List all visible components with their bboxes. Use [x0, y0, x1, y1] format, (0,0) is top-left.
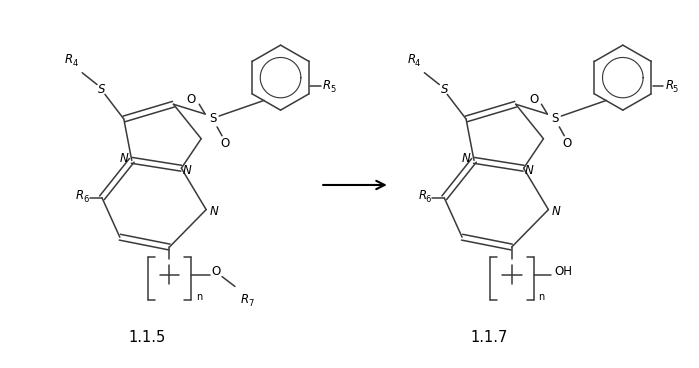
Text: S: S	[210, 113, 217, 125]
Text: N: N	[210, 205, 219, 218]
Text: O: O	[187, 93, 196, 106]
Text: R: R	[323, 79, 331, 92]
Text: R: R	[408, 53, 416, 66]
Text: O: O	[211, 265, 221, 278]
Text: S: S	[552, 113, 559, 125]
Text: N: N	[120, 152, 128, 165]
Text: O: O	[563, 137, 572, 150]
Text: 4: 4	[73, 59, 78, 68]
Text: 1.1.5: 1.1.5	[128, 330, 165, 345]
Text: R: R	[240, 293, 249, 306]
Text: S: S	[440, 83, 448, 96]
Text: O: O	[220, 137, 230, 150]
Text: N: N	[462, 152, 470, 165]
Text: 1.1.7: 1.1.7	[470, 330, 507, 345]
Text: N: N	[525, 164, 534, 177]
Text: 5: 5	[672, 85, 678, 94]
Text: n: n	[538, 292, 545, 302]
Text: N: N	[552, 205, 561, 218]
Text: 5: 5	[331, 85, 336, 94]
Text: S: S	[99, 83, 106, 96]
Text: OH: OH	[554, 265, 572, 278]
Text: R: R	[419, 189, 426, 202]
Text: R: R	[665, 79, 674, 92]
Text: N: N	[183, 164, 192, 177]
Text: 7: 7	[248, 299, 254, 308]
Text: R: R	[65, 53, 73, 66]
Text: 4: 4	[415, 59, 420, 68]
Text: n: n	[196, 292, 202, 302]
Text: 6: 6	[426, 195, 431, 204]
Text: R: R	[76, 189, 84, 202]
Text: O: O	[529, 93, 538, 106]
Text: 6: 6	[83, 195, 89, 204]
